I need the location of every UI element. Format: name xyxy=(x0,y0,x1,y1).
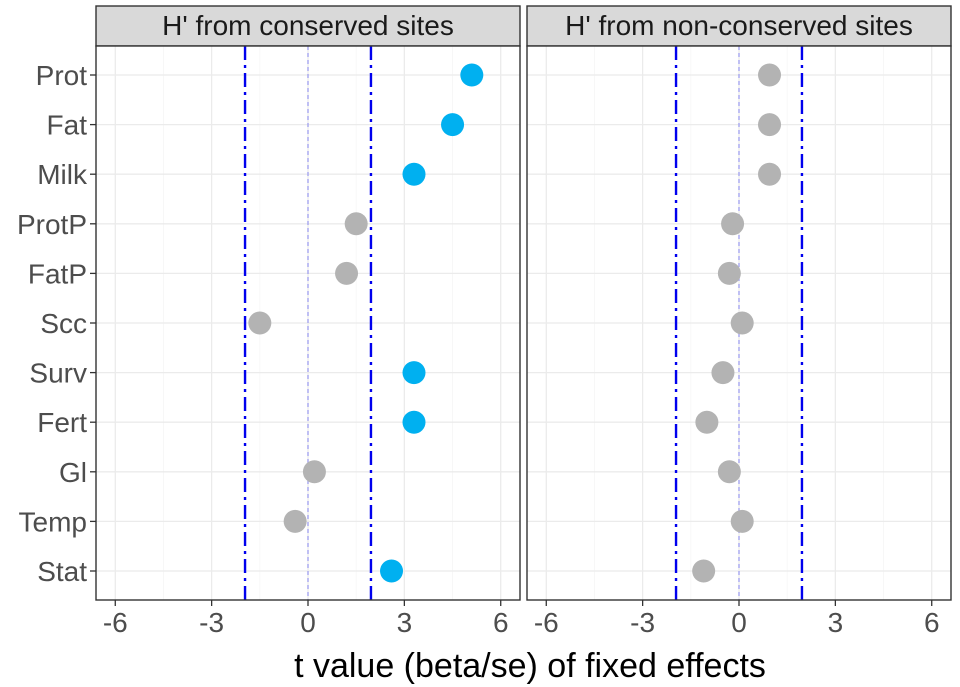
x-tick-label: 6 xyxy=(924,607,940,638)
x-tick-label: 0 xyxy=(731,607,747,638)
x-tick-label: 3 xyxy=(828,607,844,638)
x-tick-label: 3 xyxy=(397,607,413,638)
data-point-stat xyxy=(380,559,404,583)
panel-strip xyxy=(95,5,521,47)
y-tick-label-fatp: FatP xyxy=(28,258,87,289)
panels-layer: H' from conserved sites-6 -3 0 3 6H' from no… xyxy=(95,5,952,638)
panel-title: H' from non-conserved sites xyxy=(565,10,913,41)
data-point-scc xyxy=(730,311,754,335)
x-axis-label: t value (beta/se) of fixed effects xyxy=(294,647,766,685)
data-point-gl xyxy=(717,460,741,484)
data-point-prot xyxy=(460,63,484,87)
y-tick-label-milk: Milk xyxy=(37,159,88,190)
y-tick-label-surv: Surv xyxy=(29,358,87,389)
data-point-scc xyxy=(248,311,272,335)
panel-title: H' from conserved sites xyxy=(162,10,454,41)
data-point-fatp xyxy=(335,261,359,285)
panel-strip xyxy=(526,5,952,47)
data-point-fert xyxy=(402,410,426,434)
data-point-fert xyxy=(695,410,719,434)
y-tick-label-fert: Fert xyxy=(37,407,87,438)
x-tick-label: -3 xyxy=(630,607,655,638)
data-point-gl xyxy=(302,460,326,484)
data-point-surv xyxy=(402,361,426,385)
data-point-fat xyxy=(758,113,782,137)
x-tick-label: -6 xyxy=(103,607,128,638)
x-tick-label: -3 xyxy=(199,607,224,638)
data-point-protp xyxy=(344,212,368,236)
y-tick-label-fat: Fat xyxy=(47,110,88,141)
y-tick-label-stat: Stat xyxy=(37,556,87,587)
y-tick-label-prot: Prot xyxy=(36,60,88,91)
data-point-fat xyxy=(441,113,465,137)
data-point-protp xyxy=(721,212,745,236)
data-point-fatp xyxy=(717,261,741,285)
data-point-stat xyxy=(692,559,716,583)
y-tick-label-temp: Temp xyxy=(19,506,87,537)
panel-2: H' from non-conserved sites -6 -3 0 3 6 xyxy=(526,5,952,638)
x-tick-label: -6 xyxy=(534,607,559,638)
x-tick-label: 0 xyxy=(300,607,316,638)
y-tick-label-scc: Scc xyxy=(40,308,87,339)
panel-1: H' from conserved sites -6 -3 0 3 6 xyxy=(95,5,521,638)
data-point-temp xyxy=(730,509,754,533)
x-tick-label: 6 xyxy=(493,607,509,638)
data-point-surv xyxy=(711,361,735,385)
y-tick-label-protp: ProtP xyxy=(17,209,87,240)
data-point-temp xyxy=(283,509,307,533)
data-point-milk xyxy=(402,162,426,186)
y-tick-label-gl: Gl xyxy=(59,457,87,488)
data-point-prot xyxy=(758,63,782,87)
y-axis-labels: Prot Fat Milk ProtP FatP Scc Surv Fert Gl Temp Sta… xyxy=(17,60,96,587)
data-point-milk xyxy=(758,162,782,186)
